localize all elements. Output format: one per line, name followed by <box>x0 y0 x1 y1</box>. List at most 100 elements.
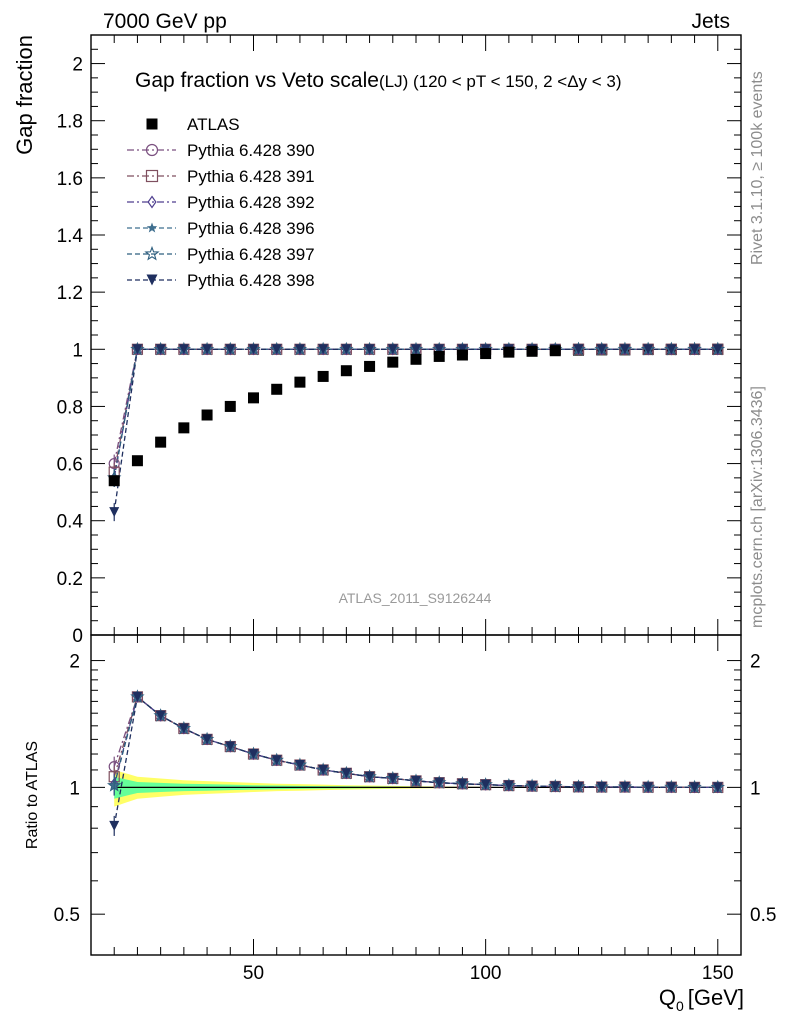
legend-marker <box>147 195 157 209</box>
ratio-data-point <box>155 710 166 721</box>
ratio-data-point <box>294 760 305 771</box>
ratio-data-point <box>387 773 398 784</box>
main-ytick-label: 1.2 <box>57 283 83 304</box>
main-ytick-label: 0 <box>72 626 83 647</box>
atlas-data-point <box>410 353 422 365</box>
main-data-point <box>387 344 398 355</box>
atlas-data-point <box>503 346 515 358</box>
main-data-point <box>178 344 189 355</box>
ratio-data-point <box>689 782 700 793</box>
ratio-ylabel: Ratio to ATLAS <box>24 741 41 849</box>
main-ytick-label: 1.4 <box>57 226 84 247</box>
ratio-ticks <box>91 635 741 956</box>
legend-marker <box>146 274 158 286</box>
mcplots-label: mcplots.cern.ch [arXiv:1306.3436] <box>749 386 766 628</box>
ratio-data-point <box>341 768 352 779</box>
ratio-xtick-label: 100 <box>470 963 502 984</box>
ratio-data-point <box>225 741 236 752</box>
main-data-point <box>457 344 468 355</box>
atlas-data-point <box>340 365 352 377</box>
main-series-line <box>113 348 718 513</box>
main-series-markers <box>107 341 725 522</box>
atlas-data-point <box>131 455 143 467</box>
ratio-ytick-label-right: 2 <box>750 652 761 673</box>
main-data-point <box>294 344 305 355</box>
main-data-point <box>596 344 607 355</box>
ratio-xtick-labels: 50 100 150 <box>243 963 734 984</box>
main-data-point <box>619 344 630 355</box>
atlas-data-point <box>549 345 561 357</box>
main-data-point <box>318 344 329 355</box>
legend-label: Pythia 6.428 398 <box>187 271 315 290</box>
atlas-data-point <box>155 436 167 448</box>
ratio-data-point <box>480 779 491 790</box>
main-data-point <box>712 344 723 355</box>
legend-marker <box>145 143 159 157</box>
ratio-data-point <box>132 691 143 702</box>
main-ticks <box>91 34 741 636</box>
atlas-data-point <box>201 409 213 421</box>
atlas-data-point <box>526 345 538 357</box>
legend-marker <box>146 222 158 233</box>
x-axis-label-sub: 0 <box>676 998 684 1014</box>
main-data-point <box>689 344 700 355</box>
main-series-lines <box>113 348 718 513</box>
ratio-data-point <box>643 782 654 793</box>
ratio-ytick-label-left: 0.5 <box>54 905 80 926</box>
ratio-band-yellow <box>114 769 718 807</box>
ratio-data-point <box>109 820 120 831</box>
main-data-point <box>411 344 421 355</box>
legend-label: Pythia 6.428 396 <box>187 219 315 238</box>
ratio-ytick-labels: 0.5 0.5 1 1 2 2 <box>54 652 777 927</box>
main-data-point <box>108 457 120 470</box>
ratio-xtick-label: 50 <box>243 963 264 984</box>
ratio-data-point <box>318 764 329 775</box>
main-ytick-label: 0.8 <box>57 397 83 418</box>
main-series-line <box>113 348 718 464</box>
main-data-point <box>643 344 654 355</box>
main-data-point <box>225 344 236 355</box>
x-axis-label-unit: [GeV] <box>688 985 744 1010</box>
ratio-series-markers <box>107 689 725 836</box>
ratio-data-point <box>573 781 584 792</box>
ratio-data-point <box>596 782 607 793</box>
legend-label: Pythia 6.428 390 <box>187 141 315 160</box>
ratio-data-point <box>666 782 677 793</box>
main-data-point <box>202 344 213 355</box>
main-data-point <box>573 344 584 355</box>
atlas-data-point <box>480 348 492 360</box>
main-data-point <box>364 344 375 355</box>
ratio-frame <box>90 634 742 956</box>
ratio-data-point <box>434 777 445 788</box>
main-data-point <box>109 507 120 518</box>
atlas-data-point <box>108 475 120 487</box>
atlas-data-point <box>364 360 376 372</box>
ratio-data-point <box>527 781 538 792</box>
ratio-data-point <box>178 723 189 734</box>
x-axis-label: Q0 [GeV] <box>659 985 744 1014</box>
ratio-data-point <box>712 782 723 793</box>
main-panel: 0 0.2 0.4 0.6 0.8 1 1.2 1.4 1.6 1.8 2 Gap fraction… <box>12 34 742 647</box>
main-ytick-label: 2 <box>72 55 83 76</box>
legend-label: ATLAS <box>187 115 240 134</box>
atlas-data-point <box>178 422 190 434</box>
main-ytick-label: 0.4 <box>57 512 84 533</box>
ratio-series-lines <box>113 695 718 827</box>
legend-marker <box>146 118 158 130</box>
legend-marker <box>145 169 159 183</box>
atlas-data-point <box>433 350 445 362</box>
ratio-panel: 0.5 0.5 1 1 2 2 50 100 150 Ratio to ATLAS Q0 [Ge… <box>24 634 777 1014</box>
main-data-point <box>341 344 352 355</box>
chart-title-main: Gap fraction vs Veto scale <box>135 69 379 92</box>
x-axis-label-main: Q <box>659 985 676 1010</box>
analysis-watermark: ATLAS_2011_S9126244 <box>339 590 492 606</box>
main-ytick-labels: 0 0.2 0.4 0.6 0.8 1 1.2 1.4 1.6 1.8 2 <box>57 55 84 647</box>
atlas-data-point <box>387 356 399 368</box>
ratio-xtick-label: 150 <box>702 963 734 984</box>
ratio-series-line <box>113 695 718 827</box>
main-ytick-label: 1.8 <box>57 112 83 133</box>
chart-title-sub: (LJ) (120 < pT < 150, 2 <Δy < 3) <box>379 72 622 91</box>
legend-label: Pythia 6.428 392 <box>187 193 315 212</box>
ratio-data-point <box>271 755 282 766</box>
